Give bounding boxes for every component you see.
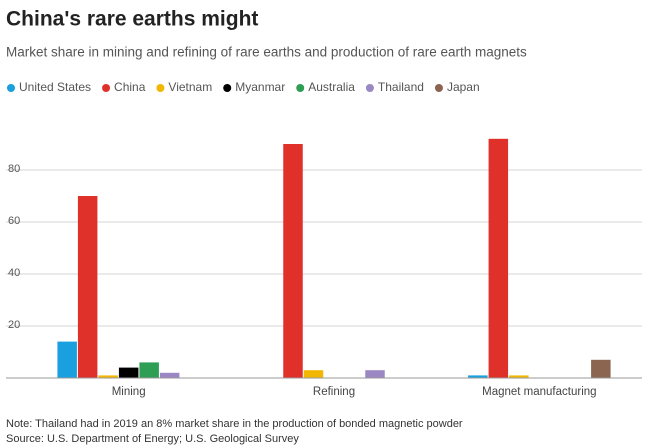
bar	[468, 375, 488, 378]
chart-subtitle: Market share in mining and refining of r…	[6, 45, 527, 60]
legend-label: Vietnam	[168, 80, 212, 94]
bar	[303, 370, 324, 378]
y-tick-label: 60	[8, 215, 20, 227]
legend-label: Myanmar	[235, 80, 285, 94]
legend-swatch	[156, 84, 165, 92]
y-tick-label: 80	[8, 163, 20, 175]
bar	[77, 196, 98, 378]
legend-swatch	[434, 84, 443, 92]
legend-label: United States	[19, 80, 91, 94]
x-tick-label: Refining	[313, 386, 355, 398]
bar	[159, 372, 180, 378]
y-tick-label: 40	[8, 267, 20, 279]
legend-label: China	[114, 80, 146, 94]
bar	[57, 341, 77, 378]
legend-swatch	[296, 84, 305, 92]
bar	[139, 362, 159, 378]
legend-swatch	[102, 84, 111, 92]
bar	[488, 138, 509, 378]
legend-label: Thailand	[378, 80, 424, 94]
x-tick-label: Magnet manufacturing	[482, 386, 596, 398]
legend-swatch	[7, 84, 15, 92]
source: Source: U.S. Department of Energy; U.S. …	[6, 433, 299, 445]
bar	[98, 375, 118, 378]
legend-label: Australia	[308, 80, 355, 94]
bar	[591, 359, 611, 378]
bar	[509, 375, 529, 378]
y-tick-label: 20	[8, 319, 20, 331]
bar	[118, 367, 139, 378]
legend-label: Japan	[447, 80, 480, 94]
chart-title: China's rare earths might	[6, 8, 258, 31]
bar	[283, 144, 303, 378]
x-tick-label: Mining	[112, 386, 146, 398]
bar	[365, 370, 385, 378]
note: Note: Thailand had in 2019 an 8% market …	[6, 418, 463, 430]
legend-swatch	[223, 84, 232, 92]
legend-swatch	[365, 84, 374, 92]
